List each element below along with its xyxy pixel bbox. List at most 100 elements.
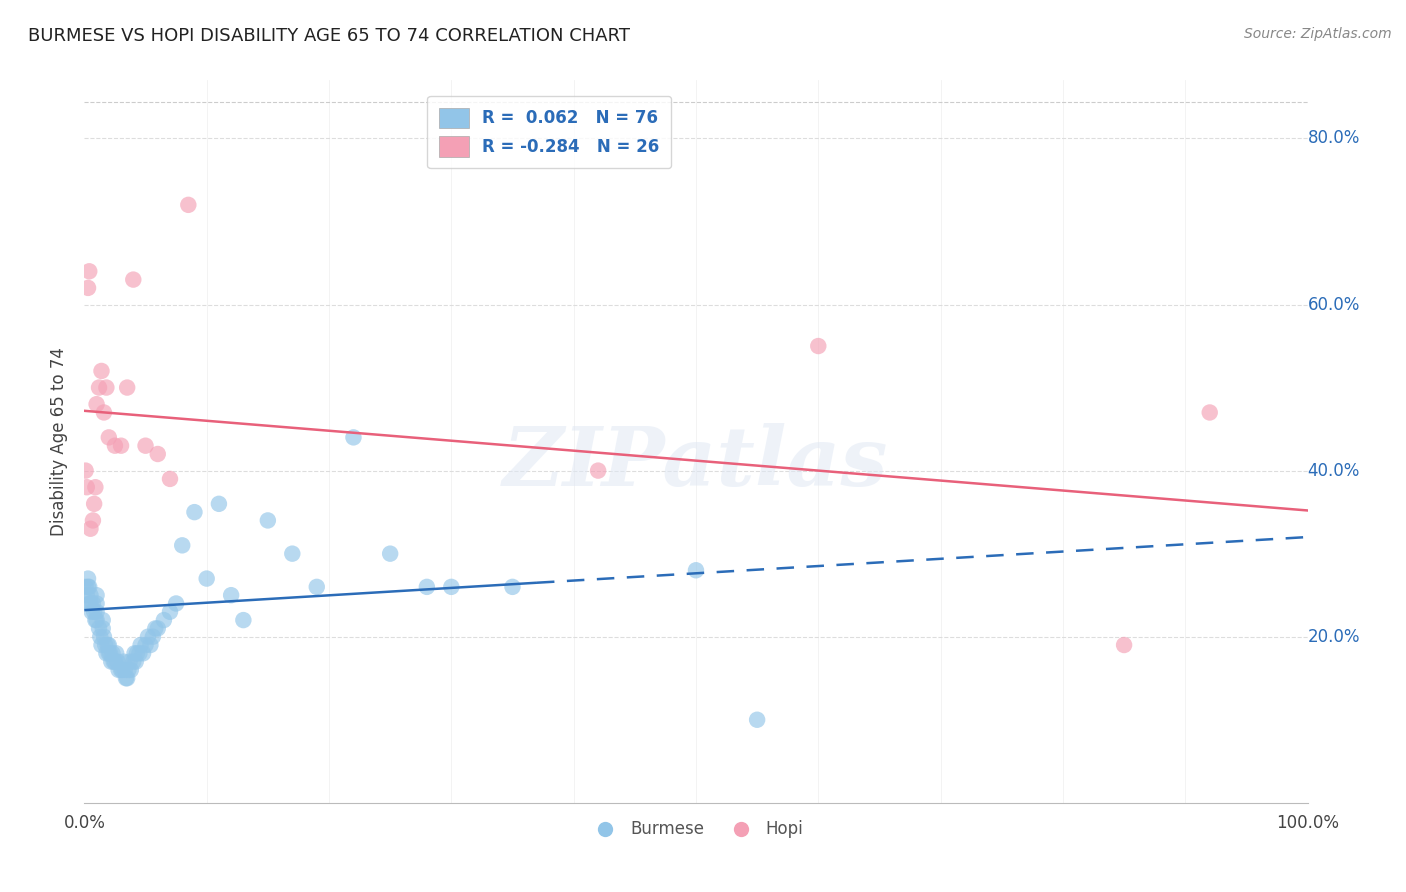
Legend: Burmese, Hopi: Burmese, Hopi — [582, 814, 810, 845]
Point — [86, 597, 108, 611]
Point — [195, 572, 218, 586]
Point — [93, 405, 115, 419]
Text: Source: ZipAtlas.com: Source: ZipAtlas.com — [1244, 27, 1392, 41]
Point — [97, 638, 120, 652]
Point — [281, 547, 304, 561]
Point — [75, 464, 97, 478]
Point — [90, 638, 112, 652]
Text: 60.0%: 60.0% — [1308, 295, 1360, 313]
Point — [685, 563, 707, 577]
Point — [122, 272, 145, 286]
Point — [159, 472, 181, 486]
Text: ZIPatlas: ZIPatlas — [503, 423, 889, 503]
Point — [86, 605, 108, 619]
Point — [165, 597, 187, 611]
Text: BURMESE VS HOPI DISABILITY AGE 65 TO 74 CORRELATION CHART: BURMESE VS HOPI DISABILITY AGE 65 TO 74 … — [28, 27, 630, 45]
Point — [86, 397, 108, 411]
Point — [146, 621, 169, 635]
Point — [135, 439, 157, 453]
Point — [90, 364, 112, 378]
Point — [143, 621, 166, 635]
Point — [380, 547, 402, 561]
Point — [146, 447, 169, 461]
Point — [104, 439, 127, 453]
Point — [110, 439, 132, 453]
Point — [125, 646, 148, 660]
Point — [77, 572, 100, 586]
Point — [129, 638, 152, 652]
Point — [91, 613, 114, 627]
Point — [132, 646, 155, 660]
Point — [232, 613, 254, 627]
Point — [112, 655, 135, 669]
Point — [502, 580, 524, 594]
Text: 40.0%: 40.0% — [1308, 461, 1360, 480]
Point — [87, 621, 110, 635]
Point — [103, 655, 125, 669]
Point — [305, 580, 328, 594]
Point — [159, 605, 181, 619]
Point — [115, 671, 138, 685]
Point — [153, 613, 176, 627]
Point — [111, 663, 134, 677]
Point — [135, 638, 157, 652]
Point — [97, 638, 120, 652]
Point — [105, 646, 128, 660]
Point — [101, 646, 124, 660]
Point — [257, 513, 280, 527]
Point — [96, 380, 118, 394]
Point — [110, 663, 132, 677]
Point — [104, 655, 127, 669]
Point — [118, 655, 141, 669]
Point — [84, 613, 107, 627]
Point — [117, 663, 139, 677]
Point — [93, 630, 115, 644]
Point — [440, 580, 463, 594]
Point — [107, 663, 129, 677]
Point — [79, 597, 101, 611]
Point — [75, 580, 97, 594]
Text: 20.0%: 20.0% — [1308, 628, 1360, 646]
Point — [124, 646, 146, 660]
Point — [83, 497, 105, 511]
Point — [94, 638, 117, 652]
Point — [87, 380, 110, 394]
Point — [125, 655, 148, 669]
Y-axis label: Disability Age 65 to 74: Disability Age 65 to 74 — [51, 347, 69, 536]
Point — [1198, 405, 1220, 419]
Point — [79, 588, 101, 602]
Point — [77, 281, 100, 295]
Point — [219, 588, 242, 602]
Point — [177, 198, 200, 212]
Point — [77, 264, 100, 278]
Point — [172, 538, 194, 552]
Point — [114, 663, 136, 677]
Point — [115, 671, 138, 685]
Point — [586, 464, 609, 478]
Point — [80, 605, 103, 619]
Point — [79, 522, 101, 536]
Point — [142, 630, 165, 644]
Point — [128, 646, 150, 660]
Point — [83, 605, 105, 619]
Point — [77, 580, 100, 594]
Point — [77, 597, 100, 611]
Point — [86, 588, 108, 602]
Point — [342, 430, 364, 444]
Point — [98, 646, 121, 660]
Point — [89, 630, 111, 644]
Point — [747, 713, 769, 727]
Point — [96, 646, 118, 660]
Point — [76, 480, 98, 494]
Point — [91, 621, 114, 635]
Point — [208, 497, 231, 511]
Point — [120, 663, 142, 677]
Point — [1114, 638, 1136, 652]
Point — [122, 655, 145, 669]
Point — [97, 646, 120, 660]
Point — [183, 505, 205, 519]
Point — [807, 339, 830, 353]
Point — [105, 655, 128, 669]
Point — [97, 430, 120, 444]
Text: 80.0%: 80.0% — [1308, 129, 1360, 147]
